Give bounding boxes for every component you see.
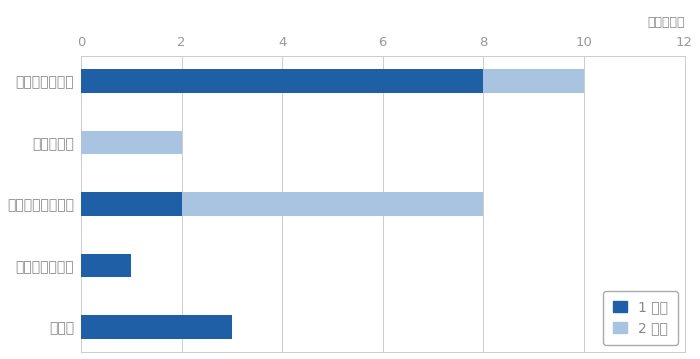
Bar bbox=[81, 192, 181, 216]
Bar bbox=[81, 254, 131, 277]
Legend: 1 番目, 2 番目: 1 番目, 2 番目 bbox=[603, 291, 678, 345]
Bar bbox=[81, 70, 483, 93]
Bar bbox=[81, 315, 232, 339]
Text: （品目数）: （品目数） bbox=[647, 16, 685, 29]
Bar bbox=[483, 70, 584, 93]
Bar bbox=[181, 192, 483, 216]
Bar bbox=[81, 131, 181, 154]
